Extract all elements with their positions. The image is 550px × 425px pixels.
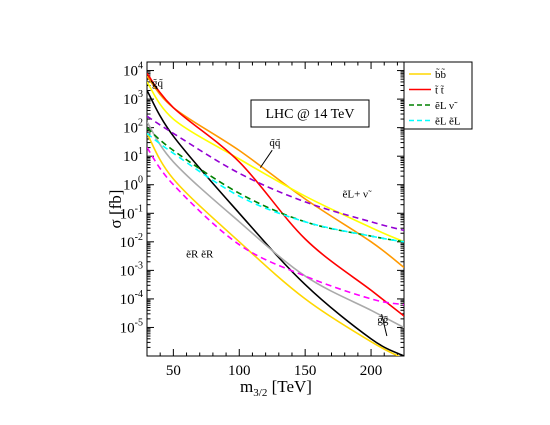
x-axis-title: m3/2 [TeV] [240, 377, 312, 399]
legend-box [403, 61, 473, 130]
series-line-ecnu [147, 115, 404, 232]
y-tick-label: 101 [123, 146, 143, 165]
y-tick-label: 104 [123, 61, 143, 80]
y-tick-label: 10-2 [120, 232, 143, 251]
series-line-bb [147, 132, 400, 356]
legend: b̃b̃ t̃ t̃ ẽL ν̃ ẽL ẽL [403, 61, 473, 130]
curve-annotation: ẽR ẽR [186, 249, 214, 261]
curve-annotation: g̃q̃ [152, 77, 164, 89]
annotation-leader-gq [150, 80, 158, 90]
y-tick-label: 103 [123, 89, 143, 108]
series-line-qq [147, 81, 404, 243]
x-tick-label: 200 [360, 363, 383, 379]
lhc-label-box: LHC @ 14 TeV [250, 99, 370, 128]
series-line-eLeL [147, 132, 404, 243]
series-line-tt [147, 72, 404, 317]
y-axis-title: σ [fb] [106, 190, 125, 229]
legend-label: ẽL ν̃ [435, 100, 458, 112]
lhc-label: LHC @ 14 TeV [265, 107, 354, 122]
x-tick-label: 100 [228, 363, 251, 379]
curve-annotation: q̃q̃ [269, 137, 281, 149]
axis-ticks: 50 100 150 200 10-5 10-4 10-3 10-2 10-1 100 101 102… [120, 61, 404, 379]
series-line-gray [147, 121, 404, 329]
y-tick-label: 10-4 [120, 289, 143, 308]
annotation-leader-gg [381, 314, 388, 337]
y-tick-label: 10-3 [120, 260, 143, 279]
y-tick-label: 10-1 [120, 203, 143, 222]
annotation-leader-qq [259, 149, 273, 168]
y-tick-label: 100 [123, 175, 143, 194]
x-tick-label: 150 [294, 363, 317, 379]
series-group [147, 72, 404, 356]
legend-label: ẽL ẽL [435, 116, 461, 128]
curve-annotations: g̃q̃q̃q̃ẽL+ ν̃ẽR ẽRg̃g̃ [150, 77, 389, 337]
y-tick-label: 10-5 [120, 317, 143, 336]
curve-annotation: ẽL+ ν̃ [342, 189, 372, 201]
series-line-eReR [147, 147, 404, 306]
legend-label: b̃b̃ [435, 67, 447, 81]
legend-label: t̃ t̃ [435, 84, 445, 96]
y-tick-label: 102 [123, 118, 143, 137]
x-tick-label: 50 [166, 363, 181, 379]
